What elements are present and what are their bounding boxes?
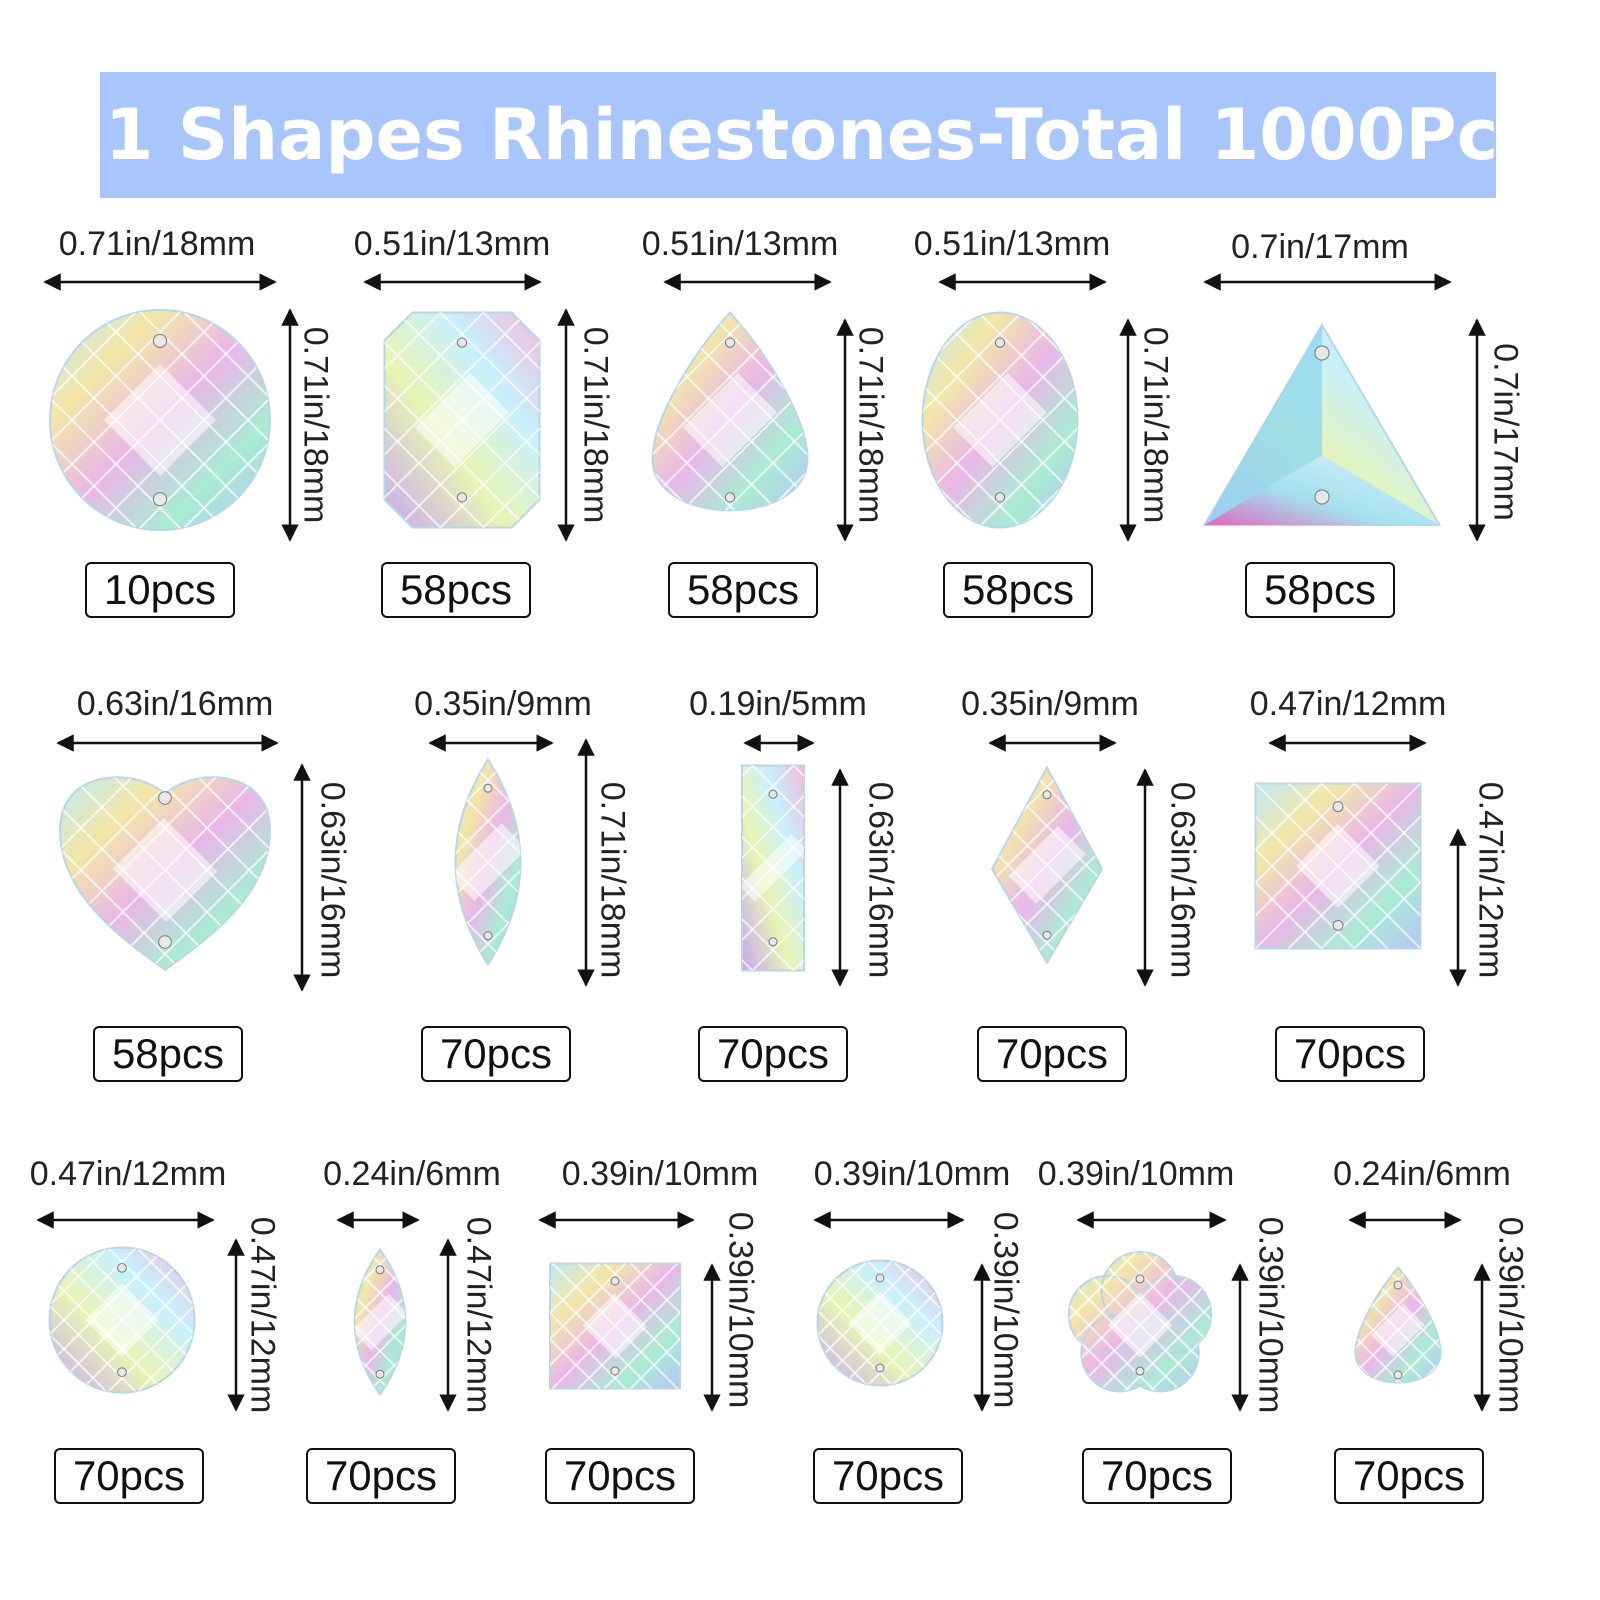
square-icon	[1254, 782, 1422, 950]
width-label: 0.51in/13mm	[353, 225, 551, 263]
width-label: 0.7in/17mm	[1231, 228, 1409, 266]
quantity-badge: 70pcs	[306, 1448, 456, 1504]
quantity-badge: 70pcs	[698, 1026, 848, 1082]
heart-icon	[58, 776, 272, 972]
height-label: 0.71in/18mm	[593, 781, 632, 979]
quantity-badge: 70pcs	[977, 1026, 1127, 1082]
quantity-badge: 58pcs	[1245, 562, 1395, 618]
navette-icon	[353, 1247, 407, 1397]
width-label: 0.24in/6mm	[1333, 1155, 1511, 1193]
quantity-badge: 10pcs	[85, 562, 235, 618]
title-banner: 11 Shapes Rhinestones-Total 1000Pcs	[56, 72, 1540, 198]
round-icon	[49, 309, 271, 531]
width-label: 0.19in/5mm	[689, 685, 867, 723]
height-label: 0.71in/18mm	[851, 326, 890, 524]
quantity-badge: 70pcs	[1334, 1448, 1484, 1504]
width-label: 0.51in/13mm	[641, 225, 839, 263]
teardrop-icon	[1354, 1265, 1442, 1384]
width-label: 0.35in/9mm	[961, 685, 1139, 723]
quantity-badge: 70pcs	[813, 1448, 963, 1504]
height-label: 0.39in/10mm	[1251, 1216, 1290, 1414]
width-label: 0.39in/10mm	[1037, 1155, 1235, 1193]
height-label: 0.39in/10mm	[721, 1211, 760, 1409]
width-label: 0.47in/12mm	[1249, 685, 1447, 723]
triangle-icon	[1202, 323, 1442, 526]
height-label: 0.63in/16mm	[861, 781, 900, 979]
width-label: 0.47in/12mm	[29, 1155, 227, 1193]
octagon-icon	[383, 311, 541, 529]
height-label: 0.7in/17mm	[1486, 343, 1525, 521]
width-label: 0.39in/10mm	[561, 1155, 759, 1193]
kite-icon	[990, 765, 1104, 965]
quantity-badge: 58pcs	[668, 562, 818, 618]
teardrop-icon	[651, 311, 809, 512]
height-label: 0.39in/10mm	[1491, 1216, 1530, 1414]
quantity-badge: 58pcs	[93, 1026, 243, 1082]
width-label: 0.24in/6mm	[323, 1155, 501, 1193]
height-label: 0.63in/16mm	[1163, 781, 1202, 979]
height-label: 0.71in/18mm	[1136, 326, 1175, 524]
quantity-badge: 70pcs	[54, 1448, 204, 1504]
height-label: 0.47in/12mm	[1471, 781, 1510, 979]
width-label: 0.63in/16mm	[76, 685, 274, 723]
height-label: 0.63in/16mm	[313, 781, 352, 979]
width-label: 0.39in/10mm	[813, 1155, 1011, 1193]
quantity-badge: 58pcs	[943, 562, 1093, 618]
height-label: 0.47in/12mm	[459, 1216, 498, 1414]
round-icon	[48, 1246, 196, 1394]
quantity-badge: 70pcs	[1082, 1448, 1232, 1504]
height-label: 0.71in/18mm	[576, 326, 615, 524]
height-label: 0.71in/18mm	[296, 326, 335, 524]
round-icon	[816, 1259, 944, 1387]
quantity-badge: 70pcs	[545, 1448, 695, 1504]
width-label: 0.51in/13mm	[913, 225, 1111, 263]
width-label: 0.71in/18mm	[58, 225, 256, 263]
flower-icon	[1067, 1251, 1213, 1393]
width-label: 0.35in/9mm	[414, 685, 592, 723]
height-label: 0.47in/12mm	[243, 1216, 282, 1414]
quantity-badge: 70pcs	[1275, 1026, 1425, 1082]
page-title: 11 Shapes Rhinestones-Total 1000Pcs	[56, 94, 1540, 176]
oval-icon	[921, 311, 1079, 529]
height-label: 0.39in/10mm	[986, 1211, 1025, 1409]
square-icon	[549, 1262, 681, 1390]
quantity-badge: 70pcs	[421, 1026, 571, 1082]
navette-icon	[454, 757, 522, 967]
baguette-icon	[741, 764, 805, 972]
quantity-badge: 58pcs	[381, 562, 531, 618]
